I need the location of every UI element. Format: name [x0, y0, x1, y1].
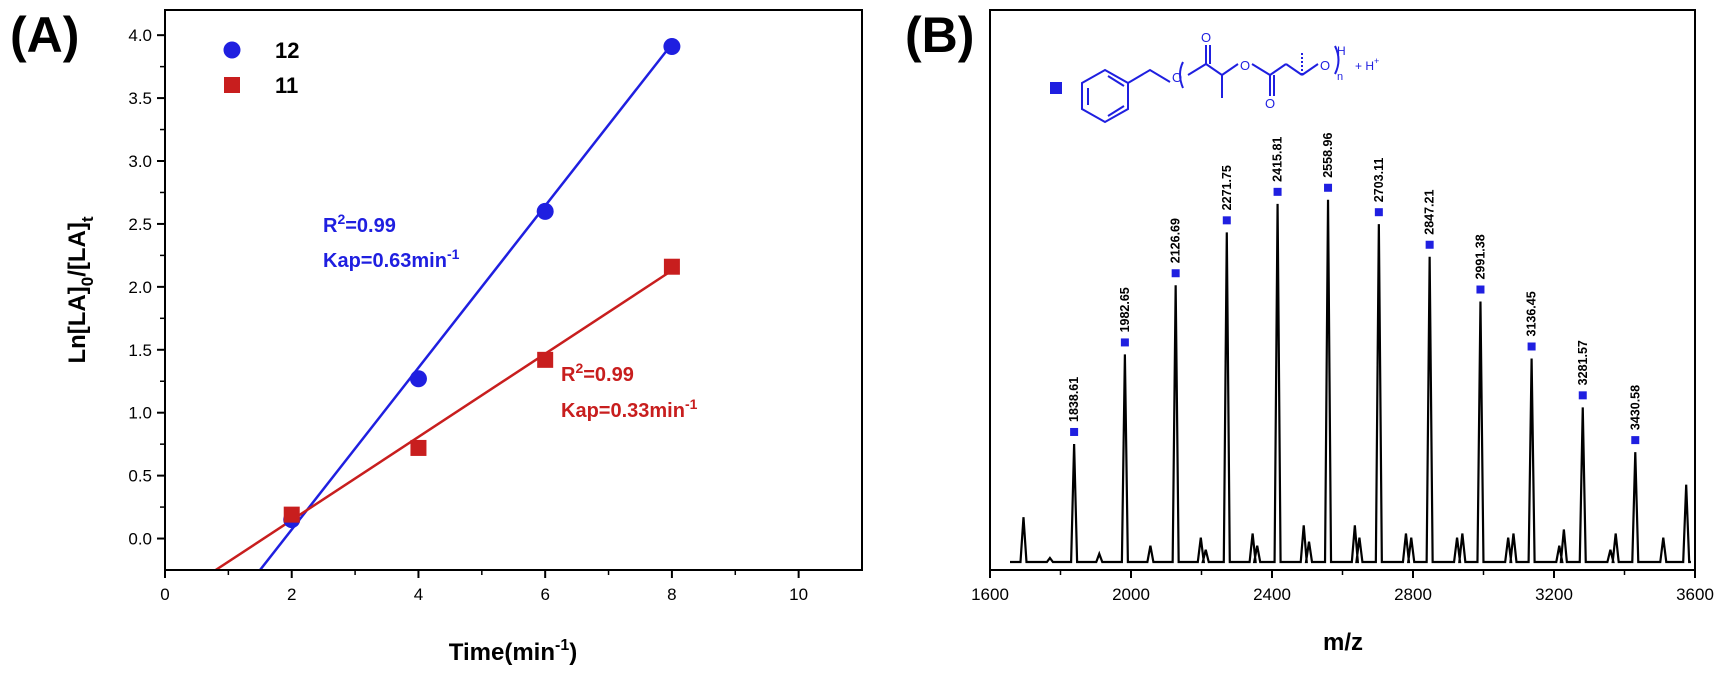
- panel-b-plot-frame: [989, 9, 1696, 571]
- panel-a-y-axis: 0.0 0.5 1.0 1.5 2.0 2.5 3.0 3.5 4.0: [128, 26, 165, 549]
- structure-adduct-label: + H+: [1355, 56, 1379, 73]
- peak-label: 2558.96: [1321, 133, 1335, 178]
- x-tick-label: 10: [789, 585, 808, 604]
- y-tick-label: 0.5: [128, 467, 152, 486]
- data-point-12: [536, 202, 554, 220]
- panel-a-data-points: [283, 37, 681, 529]
- legend-marker-peg: [1050, 82, 1062, 94]
- panel-a-x-axis-title: Time(min-1): [449, 637, 577, 666]
- y-tick-label: 3.5: [128, 89, 152, 108]
- x-tick-label: 4: [414, 585, 423, 604]
- svg-text:O: O: [1320, 58, 1330, 73]
- x-tick-label: 2800: [1394, 585, 1432, 604]
- peak-label: 1982.65: [1118, 287, 1132, 332]
- peak-label: 1838.61: [1067, 377, 1081, 422]
- data-point-11: [410, 439, 427, 456]
- data-point-12: [663, 37, 681, 55]
- chemical-structure: [1081, 45, 1340, 124]
- legend-label-12: 12: [275, 38, 299, 63]
- peak-label: 3136.45: [1525, 291, 1539, 336]
- peak-marker: [1374, 208, 1383, 217]
- x-tick-label: 8: [667, 585, 676, 604]
- y-tick-label: 3.0: [128, 152, 152, 171]
- peak-marker: [1631, 436, 1640, 445]
- structure-n-label: n: [1337, 71, 1343, 83]
- peak-marker: [1527, 342, 1536, 351]
- peak-marker: [1578, 391, 1587, 400]
- y-tick-label: 2.0: [128, 278, 152, 297]
- panel-a-legend: 12 11: [223, 38, 299, 98]
- x-tick-label: 2000: [1112, 585, 1150, 604]
- mass-spectrum-trace: [1010, 199, 1691, 564]
- annotation-11: R2=0.99 Kap=0.33min-1: [561, 360, 698, 422]
- x-tick-label: 3200: [1535, 585, 1573, 604]
- panel-a-y-axis-title: Ln[LA]0/[LA]t: [64, 216, 97, 363]
- panel-b-x-axis-title: m/z: [1323, 629, 1363, 656]
- y-tick-label: 4.0: [128, 26, 152, 45]
- peak-label: 2703.11: [1372, 158, 1386, 203]
- panel-a-x-axis: 0 2 4 6 8 10: [160, 570, 808, 604]
- peak-marker: [1171, 269, 1180, 278]
- x-tick-label: 3600: [1676, 585, 1714, 604]
- panel-b-chart: (B) 1600 2000 2400 2800 3200 3600 m/z 1838.61…: [905, 7, 1714, 656]
- peak-marker: [1273, 187, 1282, 196]
- panel-b-label: (B): [905, 7, 974, 63]
- panel-a-chart: (A) 0 2 4 6 8 10 0.00.51.01.52.02.53.03.54.0 …: [10, 7, 863, 666]
- peak-marker: [1425, 240, 1434, 249]
- peak-label: 3430.58: [1628, 385, 1642, 430]
- peak-marker: [1070, 427, 1079, 436]
- peak-marker: [1120, 338, 1129, 347]
- structure-h-label: H: [1337, 44, 1346, 58]
- svg-text:O: O: [1172, 70, 1182, 85]
- x-tick-label: 0: [160, 585, 169, 604]
- x-tick-label: 2: [287, 585, 296, 604]
- annotation-12: R2=0.99 Kap=0.63min-1: [323, 211, 460, 272]
- peak-label: 2271.75: [1220, 165, 1234, 210]
- peak-label: 2415.81: [1271, 137, 1285, 182]
- peak-marker: [1476, 285, 1485, 294]
- x-tick-label: 2400: [1253, 585, 1291, 604]
- annotation-12-r2: R2=0.99: [323, 211, 396, 237]
- annotation-11-r2: R2=0.99: [561, 360, 634, 386]
- data-point-12: [409, 370, 427, 388]
- y-tick-label: 0.0: [128, 530, 152, 549]
- data-point-11: [537, 351, 554, 368]
- y-tick-label: 2.5: [128, 215, 152, 234]
- panel-a-label: (A): [10, 7, 79, 63]
- svg-text:O: O: [1240, 58, 1250, 73]
- svg-text:O: O: [1201, 30, 1211, 45]
- peak-marker: [1222, 216, 1231, 225]
- panel-a-plot-frame: [164, 9, 863, 571]
- peak-label: 2847.21: [1423, 190, 1437, 235]
- fit-line-12: [259, 43, 673, 569]
- legend-marker-12: [223, 41, 241, 59]
- peak-label: 3281.57: [1576, 340, 1590, 385]
- panel-b-peak-labels: 1838.61 1982.65 2126.69 2271.75 2415.81 2558.…: [1067, 133, 1642, 445]
- svg-text:O: O: [1265, 96, 1275, 111]
- annotation-11-kap: Kap=0.33min-1: [561, 396, 698, 422]
- legend-marker-11: [224, 77, 240, 93]
- peak-marker: [1324, 183, 1333, 192]
- panel-b-x-axis: 1600 2000 2400 2800 3200 3600: [971, 570, 1714, 604]
- chemical-structure-labels: O O O O O H n + H+: [1172, 30, 1379, 111]
- x-tick-label: 6: [540, 585, 549, 604]
- legend-label-11: 11: [275, 73, 298, 98]
- annotation-12-kap: Kap=0.63min-1: [323, 246, 460, 272]
- peak-label: 2991.38: [1473, 234, 1487, 279]
- data-point-11: [283, 506, 300, 523]
- peak-label: 2126.69: [1169, 218, 1183, 263]
- y-tick-label: 1.5: [128, 341, 152, 360]
- data-point-11: [663, 258, 680, 275]
- y-tick-label: 1.0: [128, 404, 152, 423]
- x-tick-label: 1600: [971, 585, 1009, 604]
